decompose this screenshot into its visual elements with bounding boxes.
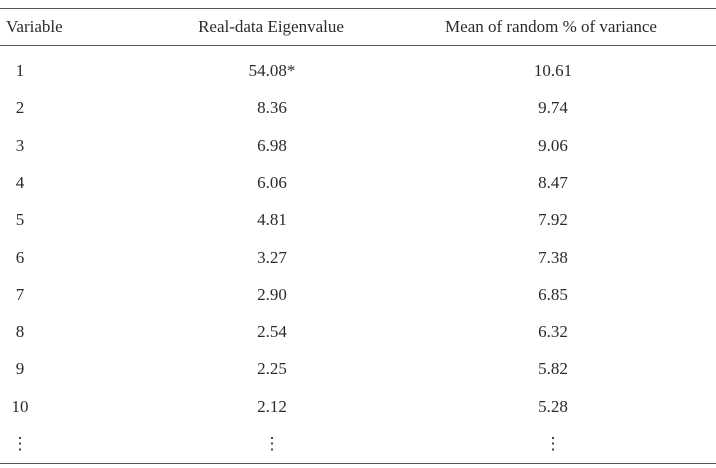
- table-cell: 6.06: [257, 172, 287, 192]
- table-cell: 2.12: [257, 396, 287, 416]
- table-cell: 10.61: [533, 61, 573, 80]
- table-cell: ⋮: [263, 434, 281, 453]
- table-cell: 7.92: [538, 210, 568, 230]
- table-cell: 4.81: [257, 210, 287, 230]
- table-cell: 3: [15, 135, 25, 155]
- table-cell: 6.98: [257, 135, 287, 155]
- table-cell: ⋮: [544, 434, 562, 453]
- column-header: Real-data Eigenvalue: [198, 17, 344, 36]
- table-cell: 2.25: [257, 359, 287, 379]
- bottom-rule: [0, 463, 716, 464]
- table-cell: 9: [15, 359, 25, 379]
- table-cell: 6.85: [538, 284, 568, 304]
- table-cell: 7.38: [538, 247, 568, 267]
- table-cell: 2: [15, 98, 25, 118]
- table-cell: 7: [15, 284, 25, 304]
- table-cell: 8.36: [257, 98, 287, 118]
- table-cell: 6: [15, 247, 25, 267]
- table-cell: 6.32: [538, 322, 568, 342]
- column-header: Variable: [6, 17, 63, 36]
- table-cell: 2.54: [257, 322, 287, 342]
- table-cell: 5.82: [538, 359, 568, 379]
- table-cell: 54.08*: [248, 61, 296, 80]
- table-cell: ⋮: [11, 434, 29, 453]
- header-rule: [0, 45, 716, 46]
- table-cell: 10: [11, 396, 29, 416]
- top-rule: [0, 8, 716, 9]
- table-cell: 1: [15, 61, 25, 80]
- table-cell: 3.27: [257, 247, 287, 267]
- table-cell: 5.28: [538, 396, 568, 416]
- table-cell: 9.06: [538, 135, 568, 155]
- table-cell: 2.90: [257, 284, 287, 304]
- table-cell: 4: [15, 172, 25, 192]
- table-cell: 8: [15, 322, 25, 342]
- table-cell: 5: [15, 210, 25, 230]
- table-cell: 9.74: [538, 98, 568, 118]
- column-header: Mean of random % of variance: [445, 17, 657, 36]
- table-cell: 8.47: [538, 172, 568, 192]
